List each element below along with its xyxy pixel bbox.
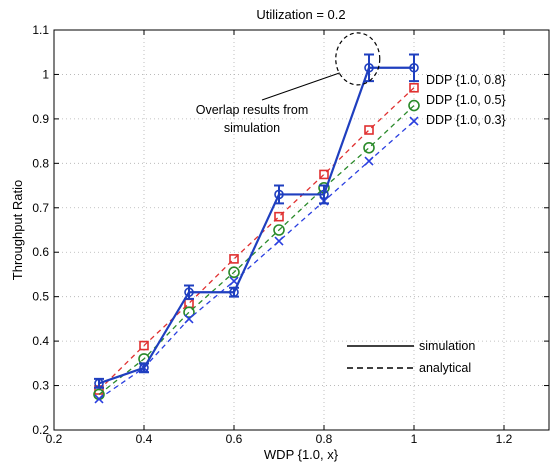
y-tick-label: 1.1 — [32, 23, 49, 37]
x-tick-label: 0.8 — [316, 432, 333, 446]
series-simulation — [94, 53, 419, 389]
x-tick-label: 0.2 — [46, 432, 63, 446]
data-point-marker — [319, 189, 329, 200]
legend-simulation-label: simulation — [419, 339, 475, 353]
y-tick-label: 0.2 — [32, 423, 49, 437]
y-axis-label: Throughput Ratio — [10, 180, 25, 280]
data-point-marker — [139, 362, 149, 373]
legend-analytical-label: analytical — [419, 361, 471, 375]
data-point-x — [229, 276, 239, 286]
chart-title: Utilization = 0.2 — [256, 7, 345, 22]
y-tick-label: 0.3 — [32, 379, 49, 393]
data-point-marker — [409, 62, 419, 73]
series-label-ddp-08: DDP {1.0, 0.8} — [426, 73, 506, 87]
data-point-errorbar — [409, 53, 419, 83]
x-axis-ticks: 0.2 0.4 0.6 0.8 1 1.2 — [46, 30, 513, 446]
x-axis-label: WDP {1.0, x} — [264, 447, 339, 462]
data-point-x — [274, 236, 284, 246]
data-point-marker — [229, 287, 239, 298]
series-ddp-1-0-0-5- — [93, 99, 420, 401]
data-point-errorbar — [364, 53, 374, 83]
data-point-circle — [363, 141, 375, 154]
series-line — [98, 120, 415, 400]
y-tick-label: 1 — [42, 67, 49, 81]
overlap-arrow — [261, 72, 340, 101]
x-tick-label: 0.6 — [226, 432, 243, 446]
data-point-errorbar — [319, 184, 329, 205]
series-line — [98, 87, 415, 391]
y-tick-label: 0.5 — [32, 290, 49, 304]
y-tick-label: 0.4 — [32, 334, 49, 348]
data-point-x — [94, 394, 104, 404]
x-tick-label: 1.2 — [496, 432, 513, 446]
overlap-annotation: Overlap results from simulation — [196, 32, 381, 135]
grid — [54, 30, 549, 430]
data-point-x — [409, 116, 419, 126]
x-tick-label: 1 — [411, 432, 418, 446]
y-axis-ticks: 0.2 0.3 0.4 0.5 0.6 0.7 0.8 0.9 1 1.1 — [32, 23, 549, 437]
series-line — [98, 105, 415, 395]
data-point-circle — [183, 306, 195, 319]
y-tick-label: 0.7 — [32, 201, 49, 215]
data-point-errorbar — [274, 184, 284, 205]
data-point-square — [139, 340, 149, 351]
series-labels: DDP {1.0, 0.8} DDP {1.0, 0.5} DDP {1.0, … — [426, 73, 506, 127]
data-point-square — [274, 211, 284, 222]
data-point-x — [364, 156, 374, 166]
legend: simulation analytical — [347, 339, 475, 375]
data-point-circle — [228, 266, 240, 279]
data-point-square — [364, 125, 374, 135]
y-tick-label: 0.6 — [32, 245, 49, 259]
data-point-marker — [364, 62, 374, 73]
overlap-ellipse — [335, 32, 381, 86]
data-point-x — [184, 314, 194, 324]
plot-frame — [53, 29, 550, 431]
data-point-square — [409, 82, 419, 93]
y-tick-label: 0.8 — [32, 156, 49, 170]
data-point-square — [319, 169, 329, 180]
data-point-square — [229, 254, 239, 264]
data-point-circle — [273, 224, 285, 236]
series-label-ddp-03: DDP {1.0, 0.3} — [426, 113, 506, 127]
x-tick-label: 0.4 — [136, 432, 153, 446]
series-line — [98, 66, 414, 385]
data-point-marker — [184, 287, 194, 298]
data-point-marker — [94, 378, 104, 389]
y-tick-label: 0.9 — [32, 112, 49, 126]
data-point-marker — [274, 189, 284, 200]
data-point-circle — [408, 99, 420, 112]
annotation-line-2: simulation — [224, 121, 280, 135]
series-label-ddp-05: DDP {1.0, 0.5} — [426, 93, 506, 107]
annotation-line-1: Overlap results from — [196, 103, 309, 117]
series-layer — [93, 53, 420, 404]
